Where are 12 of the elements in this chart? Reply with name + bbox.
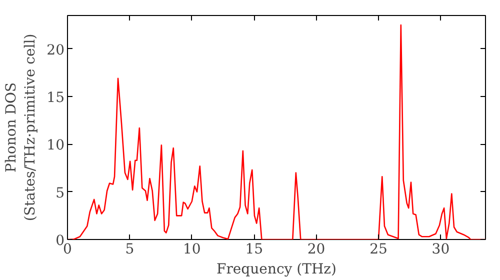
y-tick-label: 20 <box>46 42 65 58</box>
x-tick-label: 10 <box>183 242 201 258</box>
x-tick-label: 30 <box>432 242 450 258</box>
y-axis-title: Phonon DOS (States/THz·primitive cell) <box>3 34 39 222</box>
y-tick-label: 5 <box>56 185 65 202</box>
y-tick-label: 15 <box>46 90 65 106</box>
x-tick-label: 15 <box>245 242 264 258</box>
x-axis-title: Frequency (THz) <box>216 262 337 278</box>
x-tick-label: 20 <box>307 242 326 258</box>
x-tick-label: 5 <box>125 242 134 258</box>
y-tick-label: 10 <box>46 138 65 154</box>
x-tick-label: 25 <box>370 242 388 258</box>
